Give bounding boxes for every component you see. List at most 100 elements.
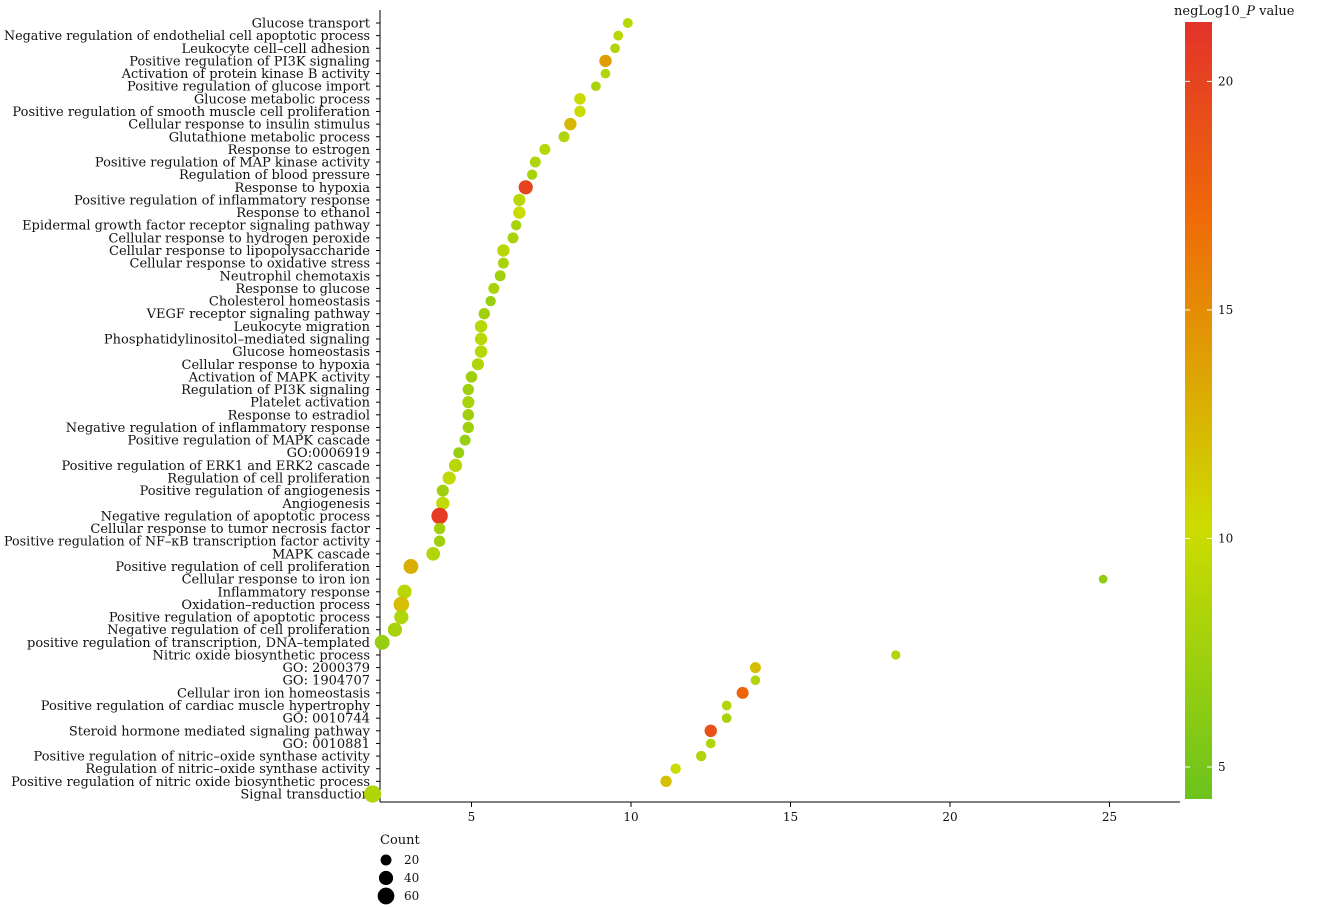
data-point <box>462 421 474 434</box>
category-label: Negative regulation of inflammatory resp… <box>66 421 371 436</box>
category-label: Inflammatory response <box>217 585 370 600</box>
category-label: MAPK cascade <box>272 547 370 562</box>
category-label: VEGF receptor signaling pathway <box>146 307 371 322</box>
size-legend-label: 60 <box>404 889 419 903</box>
color-legend-title: negLog10_P value <box>1174 4 1295 19</box>
x-tick-label: 15 <box>783 810 798 824</box>
size-legend-dot <box>377 887 395 905</box>
category-label: Leukocyte cell–cell adhesion <box>182 42 371 57</box>
data-point <box>670 763 681 774</box>
data-point <box>433 522 446 535</box>
data-point <box>494 270 506 282</box>
category-label: Glucose metabolic process <box>194 92 370 107</box>
data-point <box>374 634 390 650</box>
data-point <box>462 409 475 421</box>
data-point <box>433 535 446 547</box>
category-label: Cellular response to lipopolysaccharide <box>109 244 370 259</box>
category-label: Negative regulation of endothelial cell … <box>4 29 370 44</box>
category-label: Positive regulation of angiogenesis <box>140 484 370 499</box>
x-tick-label: 5 <box>468 810 476 824</box>
data-point <box>462 383 474 396</box>
category-label: Platelet activation <box>250 396 370 411</box>
data-point <box>721 700 732 711</box>
data-point <box>513 193 526 206</box>
category-label: Cholesterol homeostasis <box>209 295 370 310</box>
data-point <box>622 18 633 28</box>
x-axis-ticks: 5 10 15 20 25 <box>468 802 1117 824</box>
category-label: Positive regulation of cardiac muscle hy… <box>41 699 371 714</box>
color-legend-title-prefix: negLog10_ <box>1174 4 1247 19</box>
category-label: Nitric oxide biosynthetic process <box>153 648 370 663</box>
category-label: Positive regulation of smooth muscle cel… <box>12 105 370 120</box>
data-point <box>465 371 478 383</box>
color-bar-tick-label: 20 <box>1218 74 1233 88</box>
size-legend-dot <box>380 854 392 866</box>
category-label: Positive regulation of nitric oxide bios… <box>11 775 370 790</box>
category-label: Cellular response to oxidative stress <box>130 257 370 272</box>
category-label: Positive regulation of NF–κB transcripti… <box>4 535 371 550</box>
size-legend-items: 20 40 60 <box>377 853 419 905</box>
data-point <box>591 81 601 92</box>
data-point <box>431 507 448 525</box>
category-label: Response to estradiol <box>228 408 370 423</box>
size-legend-label: 20 <box>404 853 419 867</box>
data-point <box>610 43 620 54</box>
category-label: Glutathione metabolic process <box>169 130 370 145</box>
size-legend-dot <box>378 870 394 886</box>
data-point <box>518 180 533 195</box>
data-point <box>510 220 522 231</box>
color-legend: negLog10_P value 5 10 15 20 <box>1174 4 1295 799</box>
category-label: GO: 0010744 <box>283 712 370 727</box>
category-label: GO: 0010881 <box>283 737 370 752</box>
category-label: Glucose homeostasis <box>232 345 370 360</box>
category-label: Positive regulation of cell proliferatio… <box>115 560 370 575</box>
data-point <box>558 131 570 143</box>
data-point <box>497 257 509 269</box>
category-label: Positive regulation of MAP kinase activi… <box>95 156 371 171</box>
category-label: Leukocyte migration <box>234 320 371 335</box>
data-point <box>474 332 488 346</box>
category-label: Regulation of blood pressure <box>179 168 370 183</box>
data-point <box>574 105 586 118</box>
color-bar <box>1185 22 1212 799</box>
category-label: Positive regulation of apoptotic process <box>109 611 370 626</box>
data-point <box>453 447 465 459</box>
size-legend: Count 20 40 60 <box>377 833 421 905</box>
x-tick-label: 10 <box>623 810 638 824</box>
category-label: Steroid hormone mediated signaling pathw… <box>69 724 371 739</box>
category-label: Positive regulation of glucose import <box>127 80 371 95</box>
category-label: Positive regulation of PI3K signaling <box>129 54 370 69</box>
category-label: Cellular response to hydrogen peroxide <box>108 231 370 246</box>
data-point <box>526 169 538 180</box>
data-point <box>695 750 707 762</box>
data-point <box>387 622 403 637</box>
data-point <box>436 496 450 510</box>
size-legend-title: Count <box>380 833 421 848</box>
category-label: Positive regulation of inflammatory resp… <box>74 193 370 208</box>
data-point <box>497 244 510 257</box>
category-label: Cellular response to tumor necrosis fact… <box>90 522 370 537</box>
data-point <box>478 308 490 320</box>
category-label: Positive regulation of ERK1 and ERK2 cas… <box>61 459 370 474</box>
category-label: Cellular iron ion homeostasis <box>177 686 370 701</box>
category-label: Cellular response to insulin stimulus <box>128 118 370 133</box>
data-point <box>513 206 526 219</box>
category-label: Signal transduction <box>240 788 370 803</box>
color-legend-title-suffix: value <box>1255 4 1295 19</box>
category-label: Positive regulation of MAPK cascade <box>128 434 371 449</box>
data-point <box>705 738 716 749</box>
data-point <box>507 232 519 244</box>
category-label: Oxidation–reduction process <box>181 598 370 613</box>
category-label: GO: 1904707 <box>283 674 370 689</box>
category-label: Cellular response to hypoxia <box>182 358 371 373</box>
data-point <box>704 724 717 738</box>
data-point <box>891 650 901 660</box>
category-label: Response to glucose <box>235 282 370 297</box>
data-point <box>397 584 412 599</box>
color-bar-tick-label: 10 <box>1218 531 1233 545</box>
category-label: Glucose transport <box>252 17 371 32</box>
color-bar-tick-label: 5 <box>1218 760 1226 774</box>
data-point <box>599 54 612 68</box>
